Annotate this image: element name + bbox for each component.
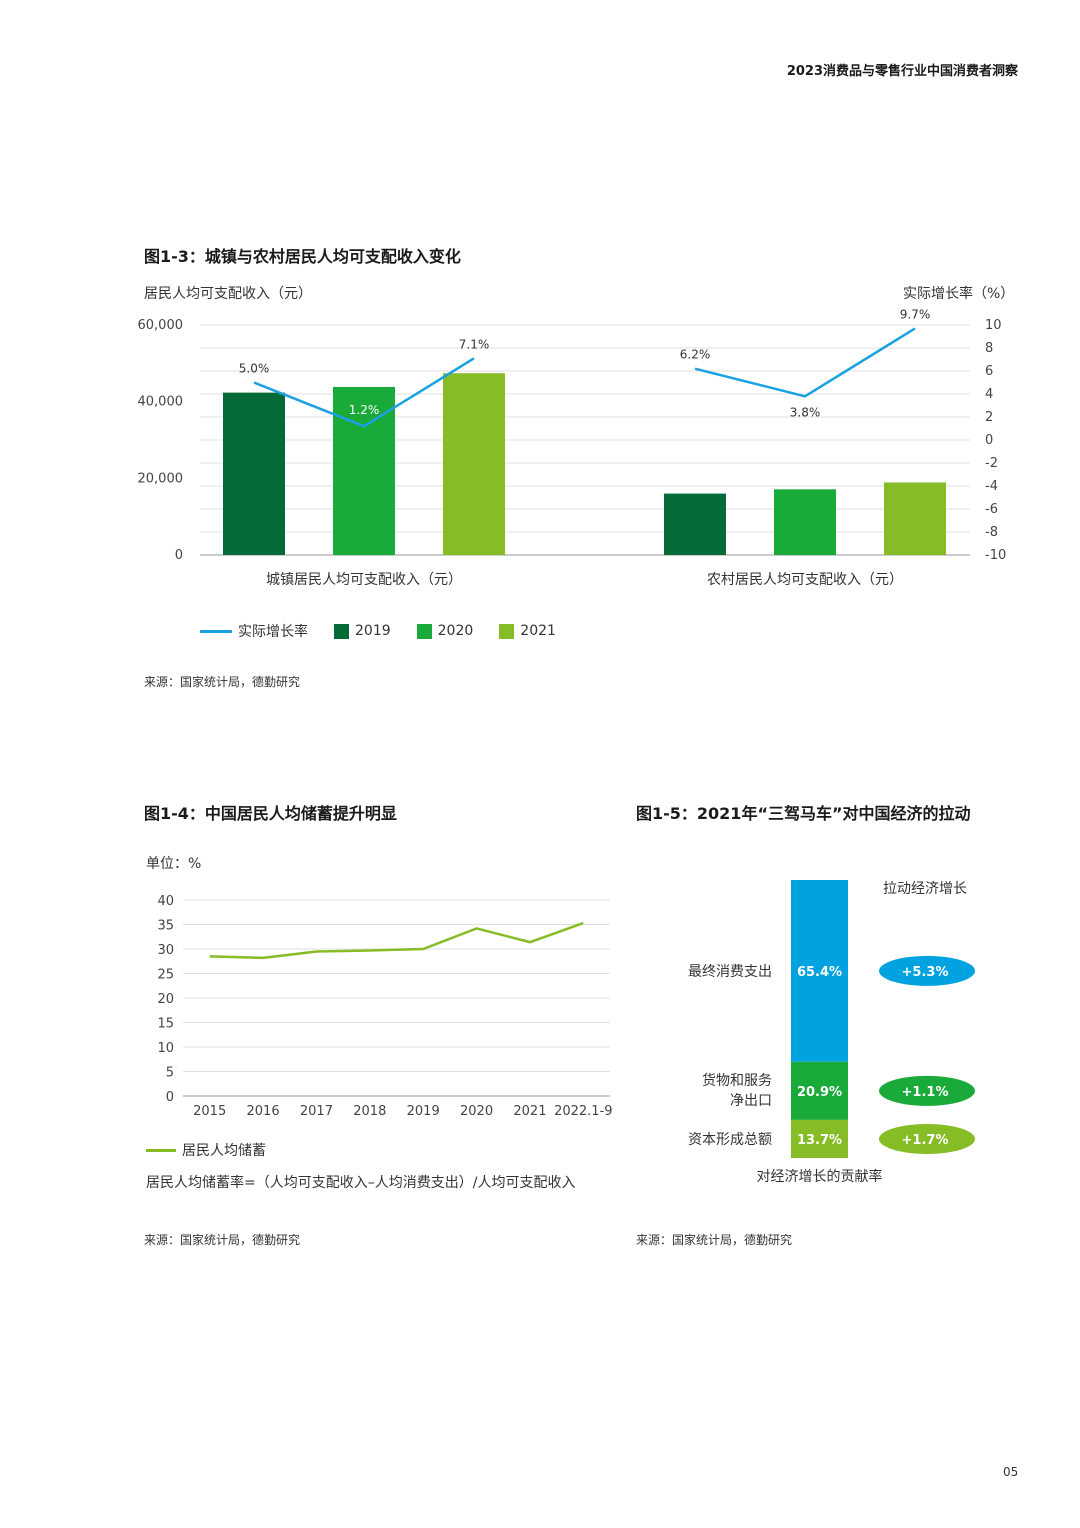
x-tick-label: 2022.1-9 [554,1104,612,1119]
growth-data-label: 1.2% [349,403,380,417]
y-tick-label: 40,000 [138,395,184,410]
fig13-legend: 实际增长率 2019 2020 2021 [200,621,582,641]
y2-tick-label: -10 [985,548,1006,563]
growth-data-label: 7.1% [459,337,490,351]
y2-tick-label: 6 [985,364,993,379]
segment-name-label: 净出口 [730,1093,772,1109]
y2-tick-label: -2 [985,456,998,471]
fig13-title: 图1-3：城镇与农村居民人均可支配收入变化 [144,247,461,266]
pull-badge-label: +1.1% [902,1085,949,1100]
legend-label-2019: 2019 [355,623,391,639]
legend-item-growth: 实际增长率 [200,621,308,641]
pull-badge [879,1123,975,1154]
stack-segment [791,1061,848,1120]
fig13-left-axis-title: 居民人均可支配收入（元） [144,286,312,302]
legend-line-swatch [146,1148,176,1152]
y-tick-label: 40 [157,894,174,909]
legend-label-savings: 居民人均储蓄 [182,1143,266,1159]
growth-line [694,327,916,398]
segment-name-label: 货物和服务 [702,1072,772,1089]
fig13-source: 来源：国家统计局，德勤研究 [144,675,301,689]
segment-name-label: 资本形成总额 [688,1132,772,1148]
x-axis-label: 对经济增长的贡献率 [757,1168,883,1185]
legend-item-2021: 2021 [499,623,556,639]
growth-data-label: 5.0% [239,362,270,376]
y-tick-label: 20 [157,992,174,1007]
y2-tick-label: 4 [985,387,993,402]
fig15-title: 图1-5：2021年“三驾马车”对中国经济的拉动 [636,804,971,823]
fig13-chart: 0 20,000 40,000 60,000 -10 -8 -6 -4 -2 0 2 4 6 8 10 城镇居… [138,307,1007,588]
y2-tick-label: -6 [985,502,998,517]
bar-2020 [333,386,395,555]
y2-tick-label: -8 [985,525,998,540]
legend-line-swatch [200,629,232,633]
pull-badge [879,1075,975,1106]
y-tick-label: 10 [157,1041,174,1056]
y-tick-label: 35 [157,919,174,934]
fig14-chart: 0 5 10 15 20 25 30 35 40 2015 2016 2017 2018 2019 2020… [157,894,612,1119]
y2-tick-label: 10 [985,318,1002,333]
x-tick-label: 2016 [247,1104,280,1119]
fig14-unit: 单位：% [146,856,202,872]
legend-item-2019: 2019 [334,623,391,639]
y-tick-label: 0 [166,1090,174,1105]
growth-line [253,357,475,428]
legend-swatch-2021 [499,623,515,639]
fig15-source: 来源：国家统计局，德勤研究 [636,1233,793,1247]
x-tick-label: 2017 [300,1104,333,1119]
fig13-right-axis-title: 实际增长率（%） [903,286,1015,302]
fig14-source: 来源：国家统计局，德勤研究 [144,1233,301,1247]
bar-2021 [884,482,946,555]
bar-2019 [664,493,726,555]
category-label: 农村居民人均可支配收入（元） [707,572,903,588]
segment-value-label: 13.7% [797,1133,842,1148]
legend-item-savings: 居民人均储蓄 [146,1140,266,1160]
x-tick-label: 2018 [353,1104,386,1119]
pull-badge-label: +1.7% [902,1133,949,1148]
fig14-title: 图1-4：中国居民人均储蓄提升明显 [144,804,397,823]
legend-swatch-2020 [416,623,432,639]
y-tick-label: 30 [157,943,174,958]
category-label: 城镇居民人均可支配收入（元） [266,572,462,588]
x-tick-label: 2021 [513,1104,546,1119]
y-tick-label: 60,000 [138,318,184,333]
y2-tick-label: 8 [985,341,993,356]
pull-header: 拉动经济增长 [883,881,967,897]
x-tick-label: 2015 [193,1104,226,1119]
y2-tick-label: 0 [985,433,993,448]
legend-swatch-2019 [334,623,349,639]
stack-segment [791,1119,848,1158]
pull-badge-label: +5.3% [902,965,949,980]
y-tick-label: 25 [157,968,174,983]
growth-data-label: 6.2% [680,348,711,362]
bar-2019 [223,392,285,555]
segment-name-label: 最终消费支出 [688,964,772,980]
y-tick-label: 20,000 [138,471,184,486]
x-tick-label: 2020 [460,1104,493,1119]
fig14-formula: 居民人均储蓄率=（人均可支配收入–人均消费支出）/人均可支配收入 [146,1175,576,1191]
stack-segment [791,880,848,1062]
savings-line [209,921,584,960]
page-number: 05 [1003,1465,1019,1479]
y2-tick-label: 2 [985,410,993,425]
fig14-legend: 居民人均储蓄 [146,1140,292,1160]
segment-value-label: 20.9% [797,1085,842,1100]
report-title: 2023消费品与零售行业中国消费者洞察 [786,64,1018,79]
segment-value-label: 65.4% [797,965,842,980]
pull-badge [879,955,975,986]
growth-data-label: 3.8% [790,405,821,419]
y2-tick-label: -4 [985,479,998,494]
bar-2021 [443,373,505,555]
bar-2020 [774,489,836,555]
x-tick-label: 2019 [407,1104,440,1119]
legend-item-2020: 2020 [416,623,474,639]
y-tick-label: 0 [175,548,183,563]
legend-label-2021: 2021 [520,623,556,639]
legend-label-2020: 2020 [437,623,474,639]
y-tick-label: 15 [157,1017,174,1032]
growth-data-label: 9.7% [900,307,931,321]
y-tick-label: 5 [166,1066,174,1081]
legend-label-growth: 实际增长率 [238,624,308,640]
